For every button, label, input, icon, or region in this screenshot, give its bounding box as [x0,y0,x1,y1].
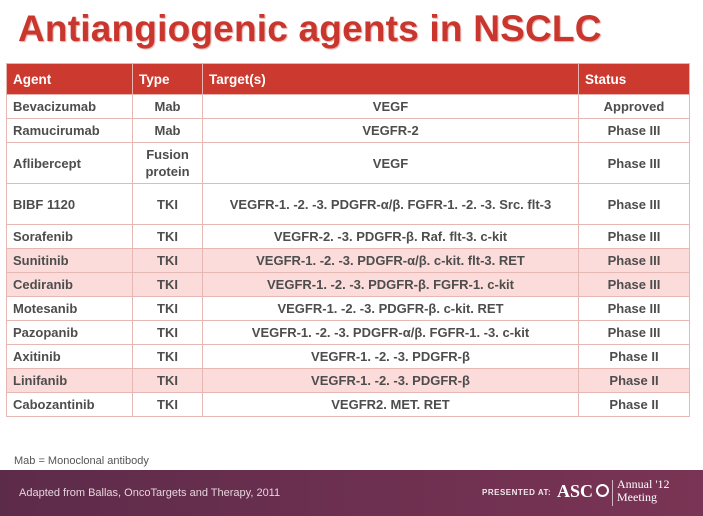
header-status: Status [578,63,690,95]
slide-title: Antiangiogenic agents in NSCLC [18,8,602,49]
meeting-line-2: Meeting [617,490,657,504]
annual-meeting-label: Annual '12 Meeting [617,478,670,504]
agents-table-container: Agent Type Target(s) Status Bevacizumab … [6,63,690,417]
cell-type: TKI [132,296,203,321]
cell-agent: Aflibercept [6,142,133,184]
cell-type: TKI [132,248,203,273]
cell-agent: Axitinib [6,344,133,369]
cell-agent: Sunitinib [6,248,133,273]
cell-type: Mab [132,118,203,143]
cell-targets: VEGFR2. MET. RET [202,392,579,417]
cell-agent: Cediranib [6,272,133,297]
cell-agent: Pazopanib [6,320,133,345]
footer-bar: Adapted from Ballas, OncoTargets and The… [0,470,703,516]
cell-targets: VEGF [202,94,579,119]
cell-status: Phase III [578,320,690,345]
logo-divider [612,480,613,506]
footnote: Mab = Monoclonal antibody [14,455,149,467]
cell-type: Fusion protein [132,142,203,184]
cell-targets: VEGFR-2 [202,118,579,143]
cell-type: Mab [132,94,203,119]
cell-targets: VEGFR-1. -2. -3. PDGFR-α/β. c-kit. flt-3… [202,248,579,273]
cell-targets: VEGF [202,142,579,184]
cell-agent: Sorafenib [6,224,133,249]
cell-agent: BIBF 1120 [6,183,133,225]
cell-targets: VEGFR-1. -2. -3. PDGFR-α/β. FGFR-1. -3. … [202,320,579,345]
cell-status: Approved [578,94,690,119]
cell-status: Phase II [578,344,690,369]
cell-agent: Bevacizumab [6,94,133,119]
cell-targets: VEGFR-1. -2. -3. PDGFR-β [202,344,579,369]
cell-status: Phase III [578,183,690,225]
cell-targets: VEGFR-1. -2. -3. PDGFR-β. c-kit. RET [202,296,579,321]
table-row: BIBF 1120 TKI VEGFR-1. -2. -3. PDGFR-α/β… [6,183,690,225]
cell-agent: Cabozantinib [6,392,133,417]
cell-type: TKI [132,183,203,225]
header-type: Type [132,63,203,95]
table-row: Bevacizumab Mab VEGF Approved [6,94,690,119]
table-row: Motesanib TKI VEGFR-1. -2. -3. PDGFR-β. … [6,296,690,321]
table-row: Aflibercept Fusion protein VEGF Phase II… [6,142,690,184]
table-row: Cabozantinib TKI VEGFR2. MET. RET Phase … [6,392,690,417]
source-citation: Adapted from Ballas, OncoTargets and The… [19,487,281,499]
cell-targets: VEGFR-1. -2. -3. PDGFR-β [202,368,579,393]
table-row: Cediranib TKI VEGFR-1. -2. -3. PDGFR-β. … [6,272,690,297]
table-row: Sunitinib TKI VEGFR-1. -2. -3. PDGFR-α/β… [6,248,690,273]
cell-type: TKI [132,320,203,345]
presented-at-label: PRESENTED AT: [482,488,552,497]
asco-ring-icon [596,484,609,497]
cell-status: Phase III [578,118,690,143]
table-header-row: Agent Type Target(s) Status [6,63,690,95]
cell-agent: Linifanib [6,368,133,393]
agents-table: Agent Type Target(s) Status Bevacizumab … [6,63,690,417]
table-row: Axitinib TKI VEGFR-1. -2. -3. PDGFR-β Ph… [6,344,690,369]
cell-type: TKI [132,272,203,297]
table-row: Pazopanib TKI VEGFR-1. -2. -3. PDGFR-α/β… [6,320,690,345]
cell-status: Phase III [578,224,690,249]
cell-status: Phase II [578,368,690,393]
cell-type: TKI [132,224,203,249]
cell-status: Phase III [578,248,690,273]
cell-status: Phase III [578,142,690,184]
header-targets: Target(s) [202,63,579,95]
cell-agent: Motesanib [6,296,133,321]
meeting-line-1: Annual '12 [617,477,670,491]
cell-targets: VEGFR-2. -3. PDGFR-β. Raf. flt-3. c-kit [202,224,579,249]
cell-targets: VEGFR-1. -2. -3. PDGFR-α/β. FGFR-1. -2. … [202,183,579,225]
cell-targets: VEGFR-1. -2. -3. PDGFR-β. FGFR-1. c-kit [202,272,579,297]
cell-status: Phase II [578,392,690,417]
cell-type: TKI [132,368,203,393]
cell-status: Phase III [578,272,690,297]
table-row: Linifanib TKI VEGFR-1. -2. -3. PDGFR-β P… [6,368,690,393]
cell-status: Phase III [578,296,690,321]
cell-type: TKI [132,392,203,417]
asco-logo: ASC [557,481,594,501]
table-row: Ramucirumab Mab VEGFR-2 Phase III [6,118,690,143]
header-agent: Agent [6,63,133,95]
cell-type: TKI [132,344,203,369]
cell-agent: Ramucirumab [6,118,133,143]
table-row: Sorafenib TKI VEGFR-2. -3. PDGFR-β. Raf.… [6,224,690,249]
